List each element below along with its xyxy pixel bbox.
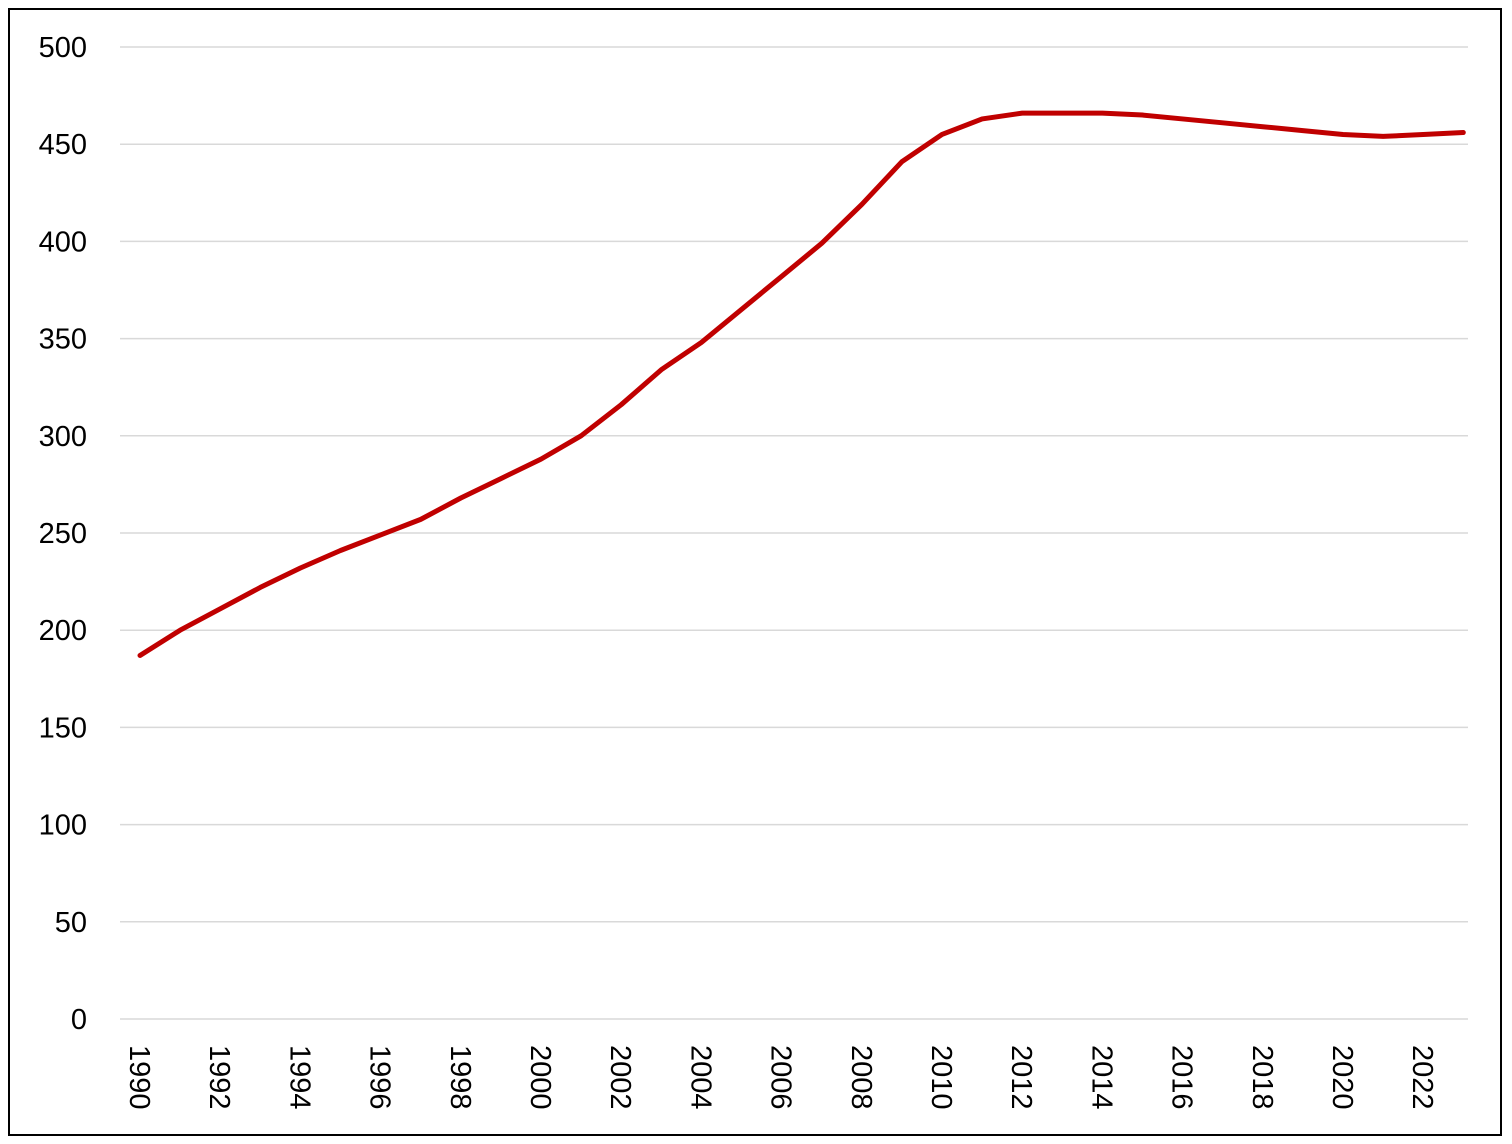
x-tick-label: 1994 [283, 1045, 315, 1110]
y-tick-label: 300 [39, 421, 87, 453]
x-tick-label: 2014 [1085, 1045, 1117, 1110]
y-tick-label: 450 [39, 129, 87, 161]
x-tick-label: 1992 [203, 1045, 235, 1110]
x-tick-label: 2016 [1166, 1045, 1198, 1110]
x-tick-label: 2018 [1246, 1045, 1278, 1110]
x-tick-label: 2008 [845, 1045, 877, 1110]
x-tick-label: 2002 [604, 1045, 636, 1110]
x-tick-label: 2022 [1406, 1045, 1438, 1110]
x-tick-label: 1996 [364, 1045, 396, 1110]
y-axis-tick-labels: 0 50 100 150 200 250 300 350 400 450 500 [39, 32, 87, 1036]
y-tick-label: 500 [39, 32, 87, 64]
x-tick-label: 1998 [444, 1045, 476, 1110]
chart-frame [8, 8, 1502, 1136]
y-tick-label: 0 [71, 1004, 87, 1036]
x-tick-label: 2020 [1326, 1045, 1358, 1110]
x-tick-label: 1990 [123, 1045, 155, 1110]
x-tick-label: 2012 [1005, 1045, 1037, 1110]
x-tick-label: 2000 [524, 1045, 556, 1110]
x-tick-label: 2010 [925, 1045, 957, 1110]
series-line-0 [137, 110, 1466, 658]
y-tick-label: 400 [39, 226, 87, 258]
series-layer [137, 110, 1466, 658]
x-tick-label: 2004 [684, 1045, 716, 1110]
x-tick-label: 2006 [765, 1045, 797, 1110]
y-tick-label: 150 [39, 712, 87, 744]
y-tick-label: 50 [55, 907, 87, 939]
x-axis-tick-labels: 1990 1992 1994 1996 1998 2000 2002 2004 2006 2008… [123, 1045, 1438, 1110]
gridlines [120, 46, 1468, 1020]
y-tick-label: 250 [39, 518, 87, 550]
y-tick-label: 100 [39, 810, 87, 842]
y-tick-label: 200 [39, 615, 87, 647]
y-tick-label: 350 [39, 324, 87, 356]
